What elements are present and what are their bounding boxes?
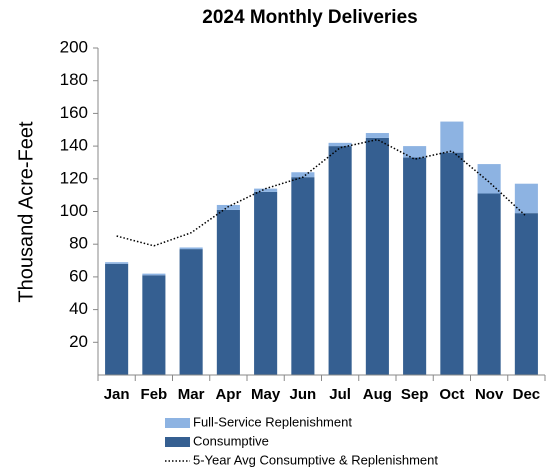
bar-segment (403, 157, 427, 375)
y-tick-label: 140 (60, 136, 88, 155)
bar-segment (142, 275, 166, 375)
bar-segment (403, 146, 427, 158)
y-tick-label: 60 (69, 266, 88, 285)
y-tick-label: 80 (69, 234, 88, 253)
y-tick-label: 100 (60, 201, 88, 220)
legend-label: 5-Year Avg Consumptive & Replenishment (193, 452, 438, 467)
bar-segment (291, 172, 315, 178)
x-tick-label: Jul (329, 386, 351, 403)
chart-title: 2024 Monthly Deliveries (202, 7, 417, 28)
x-tick-label: Apr (215, 386, 241, 403)
y-tick-label: 20 (69, 332, 88, 351)
legend-swatch (165, 418, 190, 428)
x-tick-label: Mar (178, 386, 205, 403)
bar-segment (179, 249, 203, 375)
y-axis-label: Thousand Acre-Feet (15, 121, 37, 303)
x-tick-label: Aug (363, 386, 392, 403)
x-tick-label: May (251, 386, 281, 403)
bar-segment (365, 133, 389, 138)
y-tick-label: 160 (60, 103, 88, 122)
bar-segment (440, 152, 464, 375)
bar-segment (254, 191, 278, 375)
bar-segment (179, 247, 203, 250)
x-tick-label: Jan (104, 386, 130, 403)
x-tick-label: Dec (513, 386, 541, 403)
y-tick-label: 200 (60, 37, 88, 56)
legend-label: Consumptive (193, 433, 269, 448)
bar-segment (328, 142, 352, 147)
bar-segment (142, 273, 166, 276)
y-tick-label: 180 (60, 70, 88, 89)
x-tick-label: Jun (290, 386, 317, 403)
y-tick-label: 40 (69, 299, 88, 318)
x-tick-label: Oct (439, 386, 464, 403)
bar-segment (477, 164, 501, 194)
x-tick-label: Nov (475, 386, 504, 403)
bar-segment (105, 262, 129, 264)
x-tick-label: Sep (401, 386, 429, 403)
bar-segment (440, 121, 464, 153)
bar-segment (514, 213, 538, 375)
bar-segment (477, 193, 501, 375)
bar-segment (216, 209, 240, 375)
x-tick-label: Feb (141, 386, 168, 403)
legend-label: Full-Service Replenishment (193, 414, 352, 429)
bar-segment (514, 183, 538, 214)
y-tick-label: 120 (60, 168, 88, 187)
bar-segment (254, 188, 278, 192)
bar-segment (105, 263, 129, 375)
bar-segment (291, 177, 315, 375)
avg-line (116, 138, 527, 247)
bar-segment (328, 146, 352, 375)
legend-swatch (165, 437, 190, 447)
bar-segment (365, 137, 389, 375)
